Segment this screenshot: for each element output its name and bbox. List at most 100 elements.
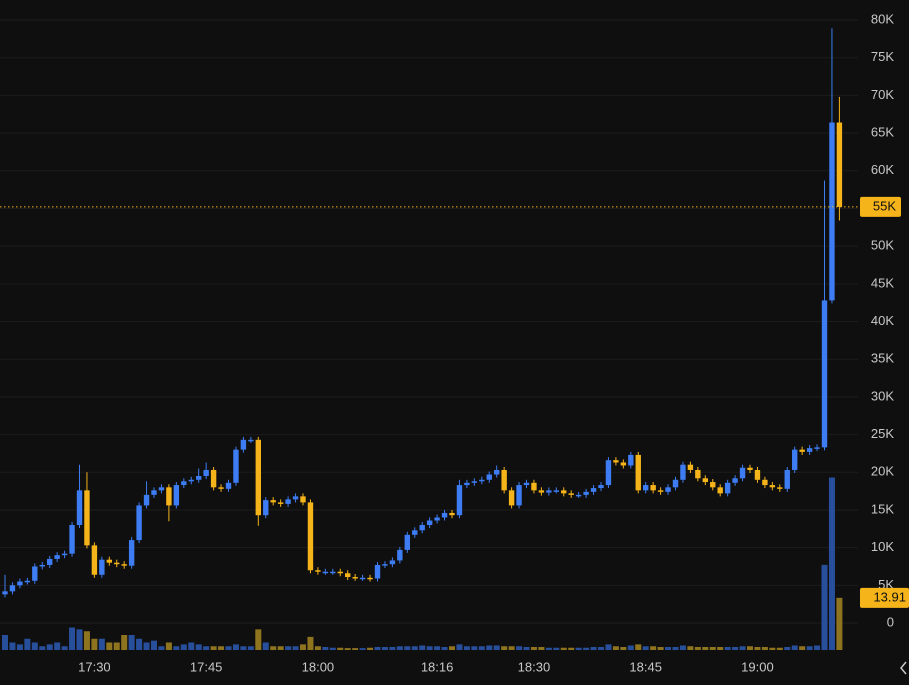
candle-body <box>277 502 284 504</box>
scroll-arrow[interactable] <box>900 661 907 675</box>
candle-body <box>426 520 433 526</box>
volume-bar <box>732 647 739 650</box>
candle-body <box>672 479 679 488</box>
volume-bar <box>635 644 642 650</box>
volume-bar <box>2 635 8 650</box>
volume-bar <box>627 645 634 650</box>
y-tick-label: 10K <box>871 539 894 554</box>
last-price-box <box>860 196 901 217</box>
candle-body <box>389 560 396 565</box>
x-tick-label: 17:45 <box>190 659 223 674</box>
volume-bar <box>769 647 776 650</box>
volume-bar <box>441 647 448 650</box>
volume-bar <box>24 638 31 650</box>
candle-body <box>575 494 582 497</box>
y-tick-label: 35K <box>871 351 894 366</box>
volume-bar <box>724 647 731 650</box>
candle-body <box>456 485 463 516</box>
candle-body <box>710 482 716 488</box>
y-tick-label: 65K <box>871 125 894 140</box>
y-tick-label: 0 <box>887 614 894 629</box>
candle-body <box>814 447 820 449</box>
volume-bar <box>590 647 597 650</box>
volume-bar <box>225 646 232 650</box>
candle-body <box>404 534 410 550</box>
candle-body <box>516 485 522 506</box>
volume-bar <box>83 631 90 650</box>
candle-body <box>300 496 306 503</box>
volume-bar <box>285 646 292 650</box>
candle-body <box>128 540 135 566</box>
volume-bar <box>203 646 210 650</box>
candle-body <box>635 454 641 491</box>
volume-bar <box>754 647 761 650</box>
candle-body <box>2 591 8 595</box>
candle-body <box>352 577 358 579</box>
candle-body <box>9 585 16 592</box>
candle-body <box>225 482 232 489</box>
x-tick-label: 19:00 <box>741 659 774 674</box>
volume-bar <box>560 647 567 650</box>
volume-bar <box>158 646 165 650</box>
candle-body <box>367 577 373 580</box>
candle-body <box>806 448 813 452</box>
volume-bar <box>791 645 798 650</box>
candle-body <box>590 488 597 492</box>
volume-bar <box>814 645 821 650</box>
candles <box>2 28 843 598</box>
volume-bar <box>612 646 619 650</box>
y-tick-label: 25K <box>871 426 894 441</box>
candle-body <box>210 469 217 488</box>
y-tick-label: 20K <box>871 464 894 479</box>
volume-bar <box>106 642 113 650</box>
volume-bar <box>538 647 545 650</box>
candle-body <box>240 439 247 450</box>
candle-body <box>613 460 619 463</box>
candle-body <box>762 479 768 486</box>
volume-bar <box>314 646 321 650</box>
volume-bar <box>456 644 463 650</box>
volume-bar <box>419 645 426 650</box>
candle-body <box>717 487 723 494</box>
candle-body <box>821 300 828 448</box>
candle-body <box>747 467 753 470</box>
x-tick-label: 17:30 <box>78 659 111 674</box>
candle-body <box>553 490 559 492</box>
candle-body <box>233 449 239 483</box>
volume-bar <box>9 642 16 650</box>
candle-body <box>650 485 656 491</box>
candle-body <box>218 487 224 489</box>
candle-body <box>799 449 805 452</box>
volume-bar <box>69 627 76 650</box>
volume-bar <box>821 564 828 650</box>
candle-body <box>464 482 470 486</box>
volume-bar <box>91 638 98 650</box>
volume-bar <box>471 646 478 650</box>
volume-bar <box>605 644 612 650</box>
candle-body <box>32 566 38 581</box>
volume-bar <box>367 647 374 650</box>
candle-body <box>188 479 194 482</box>
x-tick-label: 18:30 <box>518 659 551 674</box>
y-tick-label: 15K <box>871 501 894 516</box>
candle-body <box>829 122 835 301</box>
volume-bar <box>39 646 46 650</box>
volume-bar <box>151 640 157 650</box>
candle-body <box>643 485 649 491</box>
candle-body <box>99 559 105 575</box>
volume-bar <box>434 646 441 650</box>
volume-bar <box>374 647 381 650</box>
volume-bar <box>694 647 701 650</box>
candle-body <box>680 464 686 480</box>
volume-bar <box>165 642 172 650</box>
volume-bar <box>218 646 225 650</box>
candle-body <box>538 490 545 493</box>
y-tick-label: 75K <box>871 49 894 64</box>
volume-bar <box>642 646 649 650</box>
candle-body <box>69 525 75 554</box>
candle-body <box>598 485 604 489</box>
candle-body <box>143 494 150 506</box>
volume-bar <box>463 646 470 650</box>
volume-bar <box>61 646 68 650</box>
